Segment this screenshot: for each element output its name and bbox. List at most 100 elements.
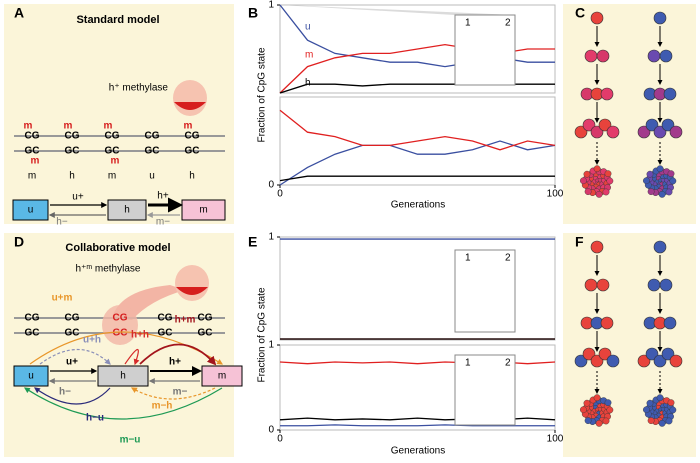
series-line	[280, 424, 555, 427]
rate-label: h−	[59, 387, 71, 398]
panel-label: C	[575, 5, 585, 21]
cell	[669, 125, 683, 139]
cell	[582, 347, 596, 361]
x-axis-label: Generations	[391, 200, 445, 211]
y-tick-label: 0	[268, 180, 274, 191]
rate-label: h+	[169, 357, 181, 368]
cell	[658, 419, 666, 427]
cell	[584, 278, 598, 292]
state-box-label: u	[28, 371, 34, 382]
enzyme-body	[102, 305, 138, 345]
cell	[653, 354, 667, 368]
cell	[580, 406, 587, 414]
cell	[590, 125, 604, 139]
inset	[454, 14, 516, 86]
site-state: u	[149, 171, 155, 182]
cell	[600, 87, 614, 101]
cell	[606, 125, 620, 139]
panel-label: E	[248, 234, 257, 250]
cell	[647, 188, 655, 196]
cell	[593, 165, 601, 173]
rate-label: h−u	[86, 413, 104, 424]
site-bottom: GC	[113, 328, 128, 339]
cell	[647, 278, 661, 292]
x-tick-label: 0	[277, 434, 283, 445]
series-label: m	[305, 50, 313, 61]
cell	[590, 354, 604, 368]
cell	[598, 347, 612, 361]
cell	[582, 118, 596, 132]
state-box	[97, 365, 149, 387]
x-tick-label: 100	[547, 434, 564, 445]
state-box-label: m	[218, 371, 226, 382]
cell	[653, 11, 667, 25]
cell	[595, 190, 603, 198]
site-top: CG	[25, 131, 40, 142]
cell	[604, 170, 612, 178]
rate-label: u+	[66, 357, 78, 368]
methyl-mark: m	[184, 121, 193, 132]
rate-arrow	[139, 343, 217, 366]
cell	[643, 406, 650, 414]
cell	[669, 354, 683, 368]
cell	[583, 399, 591, 407]
state-box	[12, 199, 49, 221]
rate-arrow	[34, 387, 111, 405]
panel-f-bg	[563, 233, 696, 457]
cell	[596, 278, 610, 292]
rate-label: m−	[173, 387, 188, 398]
inset-label: 2	[505, 18, 511, 29]
rate-label: u+m	[52, 293, 73, 304]
y-tick-label: 1	[268, 0, 274, 11]
site-bottom: GC	[65, 328, 80, 339]
inset-label: 1	[465, 358, 471, 369]
cell	[645, 347, 659, 361]
rate-arrow	[23, 387, 223, 420]
methyl-mark: m	[111, 156, 120, 167]
site-state: m	[28, 171, 36, 182]
inset-label: 1	[465, 18, 471, 29]
rate-label: h+m	[175, 315, 196, 326]
cell	[659, 49, 673, 63]
site-top: CG	[158, 313, 173, 324]
rate-arrow	[124, 348, 140, 366]
site-bottom: GC	[105, 146, 120, 157]
enzyme-label: h⁺ᵐ methylase	[76, 264, 141, 275]
cell	[653, 240, 667, 254]
cell	[606, 406, 614, 414]
panel-label: F	[575, 234, 584, 250]
x-axis-label: Generations	[391, 446, 445, 457]
state-box	[13, 365, 49, 387]
cell	[637, 354, 651, 368]
cell	[665, 188, 673, 196]
state-box	[201, 365, 243, 387]
rate-arrow	[39, 348, 111, 365]
methyl-mark: m	[31, 156, 40, 167]
cell	[656, 394, 664, 402]
cell	[637, 125, 651, 139]
cell	[606, 177, 614, 185]
inset-label: 2	[505, 358, 511, 369]
x-tick-label: 100	[547, 189, 564, 200]
panel-label: D	[14, 234, 24, 250]
enzyme-label: h⁺ methylase	[109, 83, 169, 94]
cell	[669, 406, 677, 414]
site-bottom: GC	[158, 328, 173, 339]
rate-label: m−h	[152, 401, 173, 412]
series-label: h	[305, 78, 311, 89]
cell	[604, 399, 612, 407]
rate-label: u+h	[83, 335, 101, 346]
cell	[661, 118, 675, 132]
site-top: CG	[25, 313, 40, 324]
cell	[593, 394, 601, 402]
state-box-label: h	[120, 371, 126, 382]
cell	[667, 399, 675, 407]
enzyme	[173, 80, 207, 116]
enzyme-site	[176, 287, 208, 295]
cell	[647, 49, 661, 63]
cell	[658, 190, 666, 198]
rate-label: u+	[72, 192, 84, 203]
site-state: h	[69, 171, 75, 182]
inset	[454, 354, 516, 426]
